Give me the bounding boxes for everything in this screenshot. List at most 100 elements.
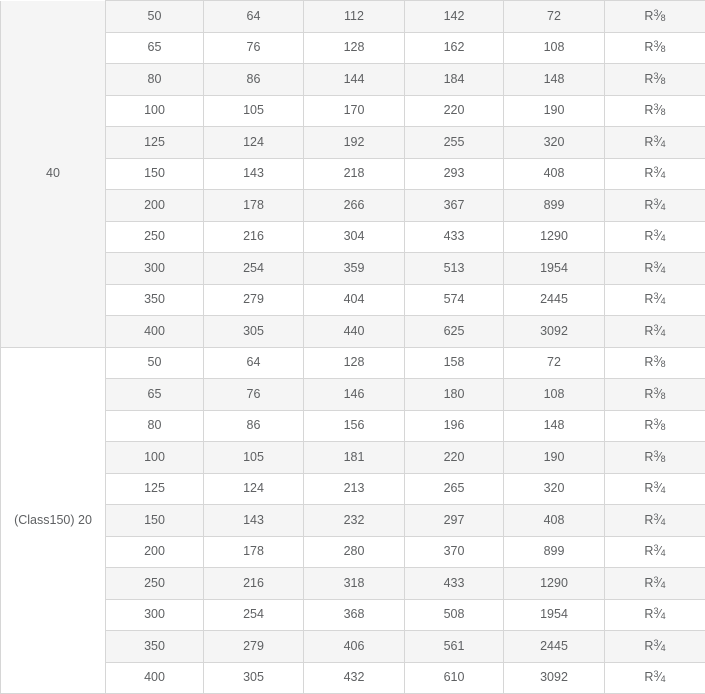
cell-radius: R3⁄4 (605, 284, 705, 316)
cell-nominal-size: 65 (106, 379, 204, 411)
cell-col-e: 408 (504, 158, 605, 190)
cell-col-b: 279 (204, 631, 304, 663)
cell-col-c: 112 (304, 1, 405, 33)
cell-col-e: 72 (504, 1, 605, 33)
cell-radius: R3⁄4 (605, 599, 705, 631)
cell-col-c: 318 (304, 568, 405, 600)
cell-col-e: 148 (504, 410, 605, 442)
radius-denominator: 4 (661, 485, 666, 495)
cell-col-d: 196 (405, 410, 504, 442)
cell-col-e: 72 (504, 347, 605, 379)
radius-denominator: 8 (661, 422, 666, 432)
radius-denominator: 8 (661, 76, 666, 86)
cell-nominal-size: 300 (106, 253, 204, 285)
cell-col-e: 148 (504, 64, 605, 96)
cell-col-d: 367 (405, 190, 504, 222)
cell-col-d: 433 (405, 221, 504, 253)
cell-col-c: 304 (304, 221, 405, 253)
cell-radius: R3⁄8 (605, 379, 705, 411)
radius-denominator: 8 (661, 13, 666, 23)
radius-denominator: 4 (661, 328, 666, 338)
cell-col-d: 293 (405, 158, 504, 190)
cell-col-e: 899 (504, 190, 605, 222)
cell-col-c: 280 (304, 536, 405, 568)
cell-radius: R3⁄8 (605, 95, 705, 127)
cell-col-d: 610 (405, 662, 504, 694)
radius-fraction: R3⁄8 (644, 387, 665, 401)
cell-col-e: 190 (504, 95, 605, 127)
radius-fraction: R3⁄8 (644, 418, 665, 432)
cell-col-b: 86 (204, 410, 304, 442)
radius-fraction: R3⁄4 (644, 261, 665, 275)
cell-col-e: 899 (504, 536, 605, 568)
cell-nominal-size: 100 (106, 442, 204, 474)
cell-col-b: 305 (204, 316, 304, 348)
cell-col-b: 254 (204, 599, 304, 631)
radius-fraction: R3⁄4 (644, 292, 665, 306)
cell-col-d: 220 (405, 95, 504, 127)
radius-fraction: R3⁄4 (644, 670, 665, 684)
radius-denominator: 4 (661, 202, 666, 212)
radius-fraction: R3⁄8 (644, 40, 665, 54)
cell-col-c: 218 (304, 158, 405, 190)
radius-denominator: 4 (661, 139, 666, 149)
cell-col-e: 320 (504, 127, 605, 159)
cell-col-d: 265 (405, 473, 504, 505)
radius-denominator: 4 (661, 170, 666, 180)
cell-col-e: 1290 (504, 568, 605, 600)
radius-denominator: 4 (661, 233, 666, 243)
radius-fraction: R3⁄4 (644, 229, 665, 243)
cell-col-b: 105 (204, 95, 304, 127)
cell-nominal-size: 150 (106, 505, 204, 537)
cell-col-e: 1290 (504, 221, 605, 253)
cell-col-e: 408 (504, 505, 605, 537)
cell-col-b: 86 (204, 64, 304, 96)
cell-col-d: 508 (405, 599, 504, 631)
cell-col-d: 162 (405, 32, 504, 64)
radius-fraction: R3⁄4 (644, 135, 665, 149)
radius-fraction: R3⁄4 (644, 639, 665, 653)
cell-col-c: 406 (304, 631, 405, 663)
radius-denominator: 4 (661, 674, 666, 684)
cell-radius: R3⁄4 (605, 316, 705, 348)
radius-fraction: R3⁄4 (644, 324, 665, 338)
cell-col-e: 3092 (504, 316, 605, 348)
cell-radius: R3⁄4 (605, 662, 705, 694)
cell-col-c: 432 (304, 662, 405, 694)
radius-fraction: R3⁄4 (644, 544, 665, 558)
cell-col-c: 232 (304, 505, 405, 537)
cell-nominal-size: 100 (106, 95, 204, 127)
group-label-cell: 40 (1, 1, 106, 348)
radius-denominator: 4 (661, 580, 666, 590)
cell-col-b: 216 (204, 221, 304, 253)
cell-radius: R3⁄4 (605, 190, 705, 222)
cell-col-c: 192 (304, 127, 405, 159)
cell-col-b: 143 (204, 158, 304, 190)
radius-denominator: 8 (661, 454, 666, 464)
cell-col-e: 320 (504, 473, 605, 505)
cell-nominal-size: 80 (106, 64, 204, 96)
cell-col-b: 305 (204, 662, 304, 694)
cell-col-c: 146 (304, 379, 405, 411)
cell-col-c: 440 (304, 316, 405, 348)
cell-col-e: 2445 (504, 631, 605, 663)
cell-col-b: 64 (204, 1, 304, 33)
radius-denominator: 4 (661, 296, 666, 306)
cell-col-b: 143 (204, 505, 304, 537)
cell-col-c: 266 (304, 190, 405, 222)
cell-radius: R3⁄8 (605, 32, 705, 64)
radius-fraction: R3⁄4 (644, 198, 665, 212)
radius-denominator: 8 (661, 107, 666, 117)
cell-radius: R3⁄4 (605, 221, 705, 253)
cell-col-d: 297 (405, 505, 504, 537)
